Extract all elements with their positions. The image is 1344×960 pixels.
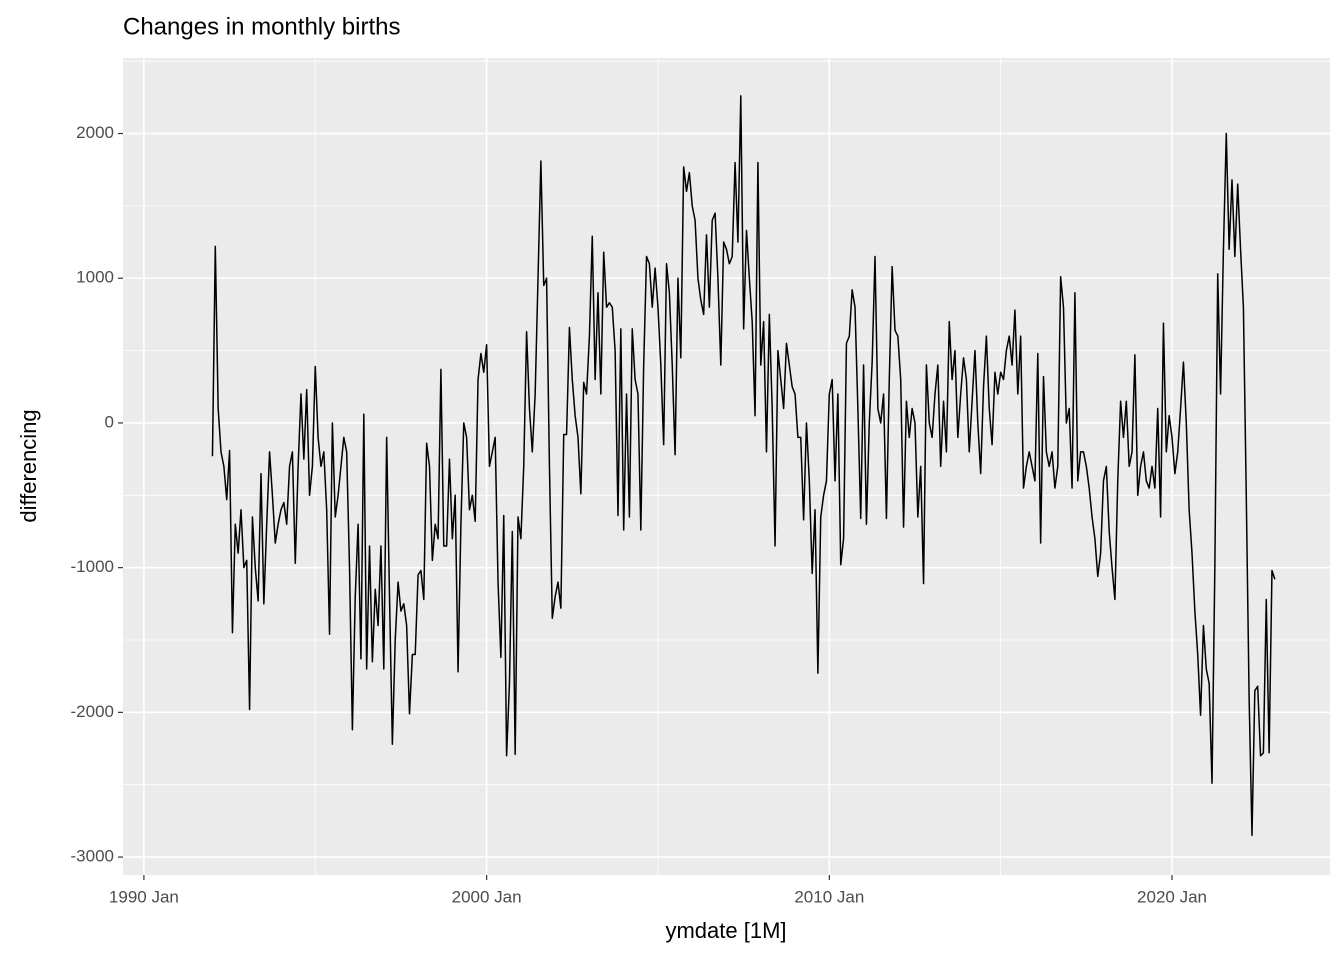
line [211,95,1276,837]
y-tick-label: -2000 [71,702,114,721]
x-tick-label: 2010 Jan [794,887,864,906]
x-axis-title: ymdate [1M] [665,918,786,943]
y-tick-label: 2000 [76,123,114,142]
x-tick-label: 2020 Jan [1137,887,1207,906]
chart-title: Changes in monthly births [123,13,400,40]
y-tick-label: 0 [105,412,114,431]
y-tick-label: -1000 [71,557,114,576]
panel [123,58,1330,875]
y-tick-label: -3000 [71,847,114,866]
x-tick-label: 1990 Jan [109,887,179,906]
y-tick-label: 1000 [76,268,114,287]
x-tick-label: 2000 Jan [452,887,522,906]
y-axis-title: differencing [16,409,41,522]
